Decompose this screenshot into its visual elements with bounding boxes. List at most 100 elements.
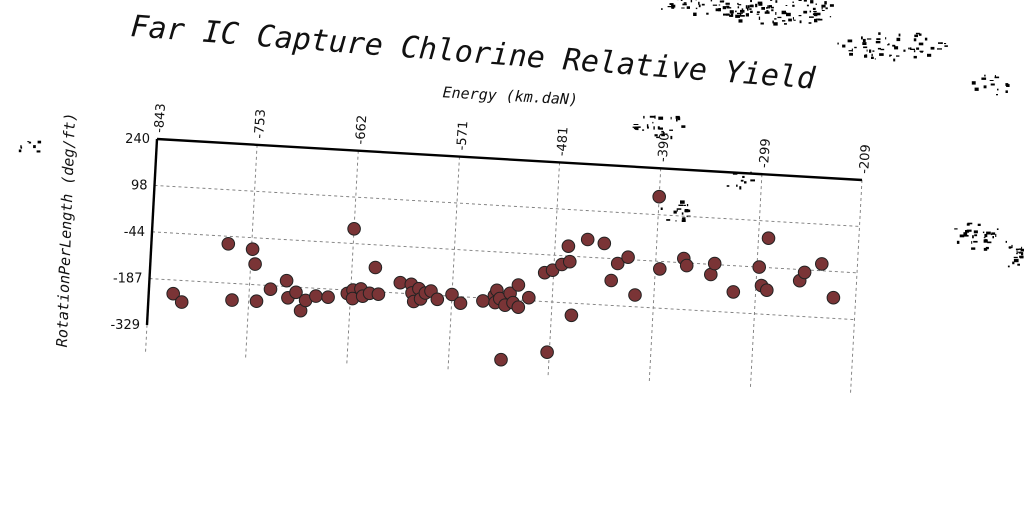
- noise-speck: [966, 229, 972, 232]
- noise-speck: [681, 217, 684, 219]
- noise-speck: [758, 16, 761, 20]
- noise-speck: [727, 14, 730, 16]
- noise-speck: [1008, 246, 1012, 249]
- noise-speck: [726, 7, 732, 9]
- noise-speck: [825, 7, 828, 10]
- noise-speck: [866, 38, 872, 40]
- noise-speck: [1013, 256, 1018, 258]
- noise-speck: [792, 17, 794, 20]
- noise-speck: [1021, 252, 1024, 256]
- noise-speck: [829, 4, 834, 7]
- data-point: [628, 288, 642, 302]
- noise-speck: [990, 83, 995, 86]
- noise-speck: [871, 53, 873, 57]
- noise-speck: [813, 12, 817, 16]
- noise-speck: [994, 76, 1000, 79]
- noise-speck: [866, 49, 868, 52]
- x-tick-label: -662: [353, 114, 370, 144]
- noise-speck: [848, 50, 853, 52]
- y-tick-label: -187: [113, 272, 143, 287]
- noise-speck: [675, 115, 680, 119]
- noise-speck: [729, 10, 734, 14]
- noise-speck: [662, 132, 665, 134]
- noise-speck: [680, 0, 683, 2]
- x-tick-label: -571: [454, 120, 471, 150]
- noise-speck: [676, 118, 678, 122]
- noise-speck: [685, 209, 691, 213]
- noise-speck: [735, 10, 737, 13]
- noise-speck: [723, 13, 728, 16]
- data-point: [166, 286, 180, 301]
- noise-speck: [888, 43, 890, 46]
- noise-speck: [983, 239, 988, 243]
- noise-speck: [706, 12, 709, 15]
- noise-speck: [959, 234, 965, 238]
- data-point: [679, 258, 694, 273]
- noise-speck: [809, 16, 814, 18]
- data-point: [621, 250, 635, 265]
- noise-speck: [775, 12, 777, 15]
- noise-speck: [972, 235, 974, 239]
- noise-speck: [809, 10, 812, 13]
- noise-speck: [722, 6, 727, 10]
- x-tick-label: -299: [757, 138, 774, 168]
- noise-speck: [739, 186, 742, 190]
- noise-speck: [786, 12, 791, 17]
- noise-speck: [984, 74, 986, 77]
- noise-speck: [910, 48, 915, 50]
- noise-speck: [741, 15, 745, 17]
- noise-speck: [681, 219, 686, 222]
- noise-speck: [894, 46, 899, 50]
- noise-speck: [669, 129, 673, 131]
- noise-speck: [971, 247, 976, 250]
- noise-speck: [747, 5, 750, 9]
- noise-speck: [745, 5, 748, 9]
- noise-speck: [1011, 244, 1013, 249]
- x-axis-line: [156, 137, 863, 182]
- noise-speck: [18, 149, 22, 153]
- noise-speck: [983, 237, 986, 239]
- noise-speck: [799, 20, 802, 24]
- noise-speck: [633, 124, 639, 125]
- noise-speck: [864, 54, 868, 58]
- chart-title: Far IC Capture Chlorine Relative Yield: [129, 9, 817, 97]
- noise-speck: [736, 184, 738, 187]
- noise-speck: [647, 126, 649, 129]
- noise-speck: [938, 42, 943, 44]
- noise-speck: [944, 45, 948, 47]
- data-point: [321, 290, 335, 305]
- noise-speck: [738, 19, 743, 23]
- x-grid-line: [346, 150, 359, 365]
- noise-speck: [991, 232, 996, 235]
- noise-speck: [36, 150, 41, 153]
- y-axis-line: [145, 138, 159, 326]
- noise-speck: [981, 77, 987, 80]
- noise-speck: [682, 217, 686, 220]
- noise-speck: [715, 8, 720, 12]
- noise-speck: [680, 200, 685, 204]
- noise-specks: [18, 0, 1024, 268]
- data-point: [564, 308, 579, 323]
- noise-speck: [772, 20, 774, 24]
- noise-speck: [20, 146, 23, 149]
- noise-speck: [781, 10, 786, 15]
- noise-speck: [984, 233, 988, 238]
- x-tick-label: -390: [656, 132, 673, 162]
- data-point: [826, 290, 841, 305]
- noise-speck: [788, 18, 792, 22]
- data-point: [289, 285, 303, 300]
- noise-speck: [862, 42, 867, 45]
- noise-speck: [681, 7, 685, 9]
- noise-speck: [683, 204, 686, 206]
- noise-speck: [758, 2, 763, 6]
- noise-speck: [737, 2, 739, 5]
- noise-speck: [737, 12, 742, 15]
- noise-speck: [681, 212, 684, 215]
- noise-speck: [862, 38, 866, 43]
- noise-speck: [701, 3, 705, 6]
- noise-speck: [28, 141, 32, 144]
- noise-speck: [989, 80, 994, 81]
- noise-speck: [661, 8, 663, 10]
- noise-speck: [810, 0, 814, 4]
- data-point: [225, 293, 239, 307]
